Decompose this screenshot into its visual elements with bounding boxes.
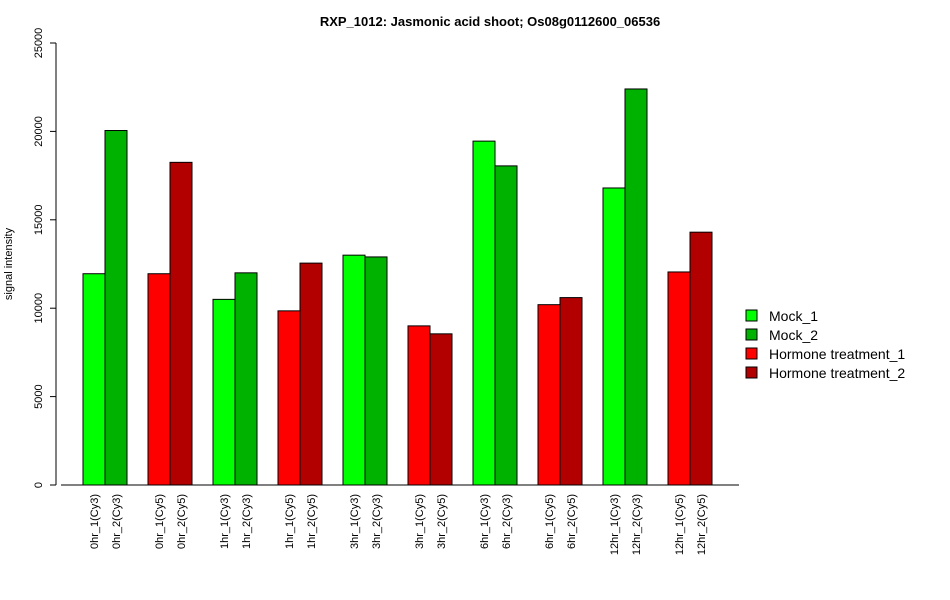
x-tick-label: 1hr_2(Cy3): [241, 494, 253, 549]
x-tick-label: 3hr_1(Cy3): [349, 494, 361, 549]
bar: [364, 256, 388, 486]
x-tick-label: 3hr_2(Cy5): [436, 494, 448, 549]
y-tick-label: 0: [33, 482, 45, 488]
legend: Mock_1 Mock_2 Hormone treatment_1 Hormone t…: [745, 308, 905, 381]
x-tick-label: 3hr_2(Cy3): [371, 494, 383, 549]
bar: [299, 262, 323, 486]
x-tick-label: 0hr_1(Cy3): [89, 494, 101, 549]
chart-title: RXP_1012: Jasmonic acid shoot; Os08g0112…: [320, 14, 660, 29]
legend-label: Hormone treatment_2: [769, 365, 905, 381]
x-tick-label: 12hr_1(Cy3): [609, 494, 621, 555]
bar: [342, 254, 366, 486]
legend-swatch: [745, 309, 758, 322]
bar: [537, 304, 561, 486]
x-tick-labels: 0hr_1(Cy3) 0hr_2(Cy3) 0hr_1(Cy5) 0hr_2(Cy5)…: [89, 494, 708, 555]
bar: [104, 130, 128, 486]
x-tick-label: 1hr_1(Cy3): [219, 494, 231, 549]
x-tick-label: 0hr_2(Cy5): [176, 494, 188, 549]
x-tick-label: 12hr_1(Cy5): [674, 494, 686, 555]
y-tick-label: 15000: [33, 205, 45, 236]
bar: [82, 273, 106, 486]
y-axis-label: signal intensity: [3, 227, 15, 300]
bar: [234, 272, 258, 486]
legend-label: Mock_2: [769, 327, 818, 343]
legend-swatch: [745, 366, 758, 379]
y-tick-label: 10000: [33, 293, 45, 324]
bar: [559, 297, 583, 486]
bar: [494, 165, 518, 486]
x-tick-label: 1hr_2(Cy5): [306, 494, 318, 549]
x-tick-label: 6hr_1(Cy5): [544, 494, 556, 549]
x-tick-label: 0hr_2(Cy3): [111, 494, 123, 549]
bar: [169, 161, 193, 486]
x-tick-label: 6hr_2(Cy3): [501, 494, 513, 549]
legend-label: Mock_1: [769, 308, 818, 324]
legend-swatch: [745, 347, 758, 360]
bar: [212, 298, 236, 486]
x-tick-label: 6hr_2(Cy5): [566, 494, 578, 549]
legend-swatch: [745, 328, 758, 341]
bar: [147, 273, 171, 486]
bar: [407, 325, 431, 486]
x-tick-label: 3hr_1(Cy5): [414, 494, 426, 549]
legend-label: Hormone treatment_1: [769, 346, 905, 362]
bar: [667, 271, 691, 486]
y-tick-label: 20000: [33, 116, 45, 147]
x-tick-label: 12hr_2(Cy5): [696, 494, 708, 555]
bars-group: [82, 88, 713, 486]
bar: [429, 333, 453, 486]
bar: [277, 310, 301, 486]
x-tick-label: 6hr_1(Cy3): [479, 494, 491, 549]
x-tick-label: 1hr_1(Cy5): [284, 494, 296, 549]
bar: [602, 187, 626, 486]
bar: [624, 88, 648, 486]
y-axis: 0 5000 10000 15000 20000 25000: [33, 28, 57, 488]
y-tick-label: 5000: [33, 384, 45, 408]
y-tick-label: 25000: [33, 28, 45, 59]
bar: [472, 140, 496, 486]
x-tick-label: 0hr_1(Cy5): [154, 494, 166, 549]
x-tick-label: 12hr_2(Cy3): [631, 494, 643, 555]
bar: [689, 231, 713, 486]
